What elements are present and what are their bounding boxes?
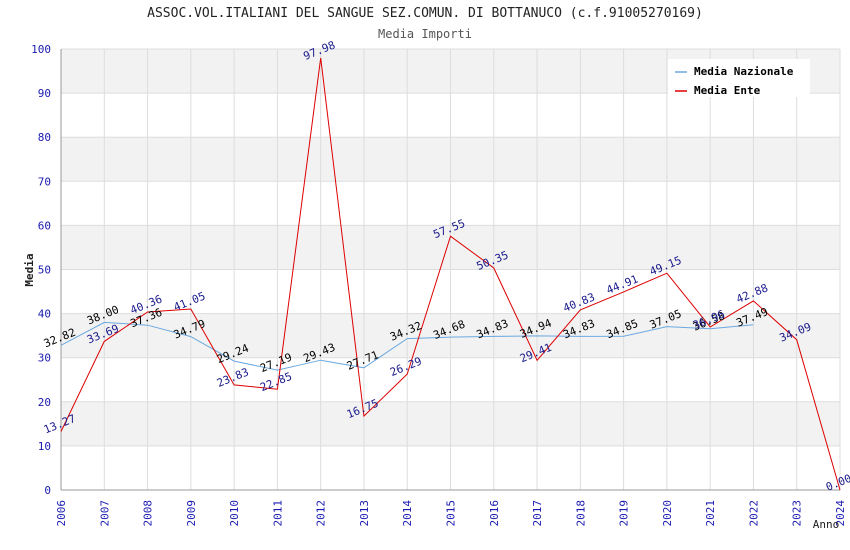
y-tick-label: 100 xyxy=(31,43,51,56)
x-tick-label: 2018 xyxy=(574,500,587,527)
chart-title: ASSOC.VOL.ITALIANI DEL SANGUE SEZ.COMUN.… xyxy=(147,6,703,21)
x-tick-label: 2012 xyxy=(315,500,328,527)
x-tick-label: 2022 xyxy=(747,500,760,527)
legend-box xyxy=(668,59,810,97)
x-tick-label: 2021 xyxy=(704,500,717,527)
y-tick-label: 90 xyxy=(38,87,51,100)
x-tick-label: 2019 xyxy=(618,500,631,527)
x-tick-label: 2006 xyxy=(55,500,68,527)
y-tick-label: 40 xyxy=(38,308,51,321)
y-tick-label: 50 xyxy=(38,264,51,277)
series-line-1 xyxy=(60,57,841,491)
y-tick-label: 60 xyxy=(38,219,51,232)
x-tick-label: 2024 xyxy=(834,500,847,527)
x-tick-label: 2013 xyxy=(358,500,371,527)
x-tick-label: 2010 xyxy=(228,500,241,527)
x-axis-label: Anno xyxy=(813,518,840,531)
x-tick-label: 2008 xyxy=(142,500,155,527)
x-tick-label: 2007 xyxy=(98,500,111,527)
chart-subtitle: Media Importi xyxy=(378,27,472,41)
x-tick-label: 2017 xyxy=(531,500,544,527)
y-tick-label: 0 xyxy=(44,484,51,497)
y-tick-label: 20 xyxy=(38,396,51,409)
y-tick-label: 70 xyxy=(38,175,51,188)
y-axis-label: Media xyxy=(23,253,36,286)
data-label: 0.00 xyxy=(824,472,850,494)
x-tick-label: 2016 xyxy=(488,500,501,527)
y-tick-label: 30 xyxy=(38,352,51,365)
x-tick-label: 2023 xyxy=(791,500,804,527)
data-label: 41.05 xyxy=(172,289,208,313)
legend-label: Media Nazionale xyxy=(694,65,794,78)
y-tick-label: 10 xyxy=(38,440,51,453)
x-tick-label: 2011 xyxy=(271,500,284,527)
x-tick-label: 2014 xyxy=(401,500,414,527)
x-tick-label: 2009 xyxy=(185,500,198,527)
data-label: 44.91 xyxy=(605,272,641,296)
x-tick-label: 2020 xyxy=(661,500,674,527)
x-tick-label: 2015 xyxy=(445,500,458,527)
y-tick-label: 80 xyxy=(38,131,51,144)
series-line-0 xyxy=(60,321,754,371)
legend-label: Media Ente xyxy=(694,84,761,97)
